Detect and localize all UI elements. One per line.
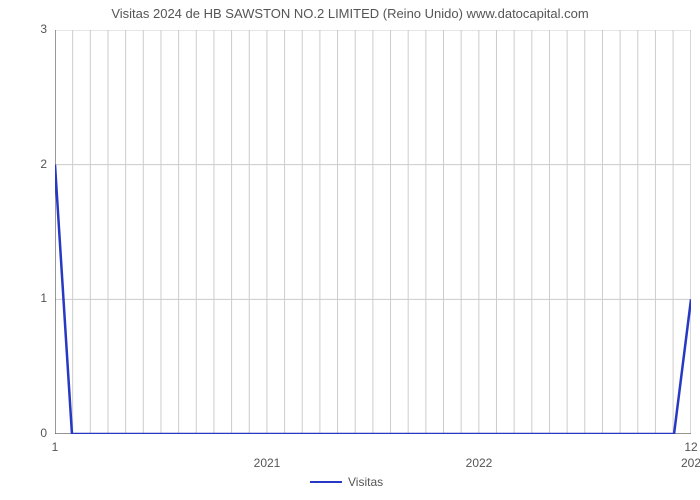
- chart-legend: Visitas: [310, 475, 383, 489]
- x-tick-label: 1: [52, 440, 59, 454]
- x-major-label: 202: [681, 456, 700, 470]
- legend-swatch: [310, 481, 342, 484]
- chart-plot-area: [55, 30, 691, 434]
- x-major-label: 2022: [466, 456, 493, 470]
- y-tick-label: 0: [27, 426, 47, 440]
- x-major-label: 2021: [254, 456, 281, 470]
- chart-title: Visitas 2024 de HB SAWSTON NO.2 LIMITED …: [0, 6, 700, 21]
- legend-label: Visitas: [348, 475, 383, 489]
- chart-svg: [55, 30, 691, 434]
- y-tick-label: 1: [27, 291, 47, 305]
- y-tick-label: 2: [27, 157, 47, 171]
- x-tick-label: 12: [684, 440, 697, 454]
- y-tick-label: 3: [27, 22, 47, 36]
